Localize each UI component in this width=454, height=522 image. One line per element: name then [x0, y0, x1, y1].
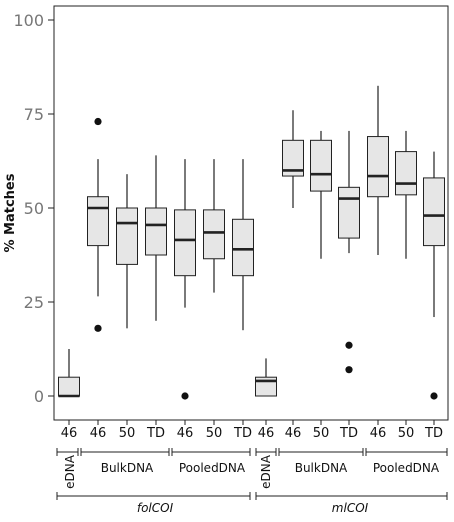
x-tick-label: TD: [233, 426, 252, 441]
x-axis: 46 46 50 TD 46 50 TD 46 46 50 TD 46 50 TD eDNA BulkDNA P…: [54, 419, 448, 515]
group-label: PooledDNA: [179, 461, 246, 475]
x-tick-label: 50: [119, 426, 136, 441]
outlier-point: [430, 392, 438, 400]
x-tick-label: TD: [424, 426, 443, 441]
box-8: [282, 110, 304, 208]
box-iqr: [116, 207, 138, 265]
y-tick-label: 0: [34, 387, 44, 406]
outlier-point: [181, 392, 189, 400]
y-tick-label: 25: [24, 293, 44, 312]
x-tick-label: 46: [177, 426, 194, 441]
box-7: [255, 358, 277, 397]
outlier-point: [94, 117, 102, 126]
box-1: [87, 117, 109, 332]
box-iqr: [87, 196, 109, 247]
y-axis: 0 25 50 75 100: [13, 11, 54, 406]
y-tick-label: 50: [24, 199, 44, 218]
boxes-layer: [58, 85, 445, 400]
top-group-label: folCOI: [137, 501, 174, 515]
box-iqr: [423, 177, 445, 247]
box-iqr: [145, 207, 167, 256]
box-iqr: [58, 376, 80, 397]
box-12: [395, 130, 417, 259]
box-9: [310, 130, 332, 259]
y-axis-label: % Matches: [3, 173, 18, 252]
box-6: [232, 159, 254, 331]
x-tick-label: TD: [339, 426, 358, 441]
group-label: BulkDNA: [295, 461, 348, 475]
y-tick-label: 75: [24, 105, 44, 124]
box-2: [116, 174, 138, 329]
outlier-point: [345, 366, 353, 374]
box-iqr: [367, 136, 389, 198]
x-tick-label: 46: [61, 426, 78, 441]
box-iqr: [203, 209, 225, 260]
box-10: [338, 130, 360, 374]
box-iqr: [395, 151, 417, 196]
x-tick-label: 50: [398, 426, 415, 441]
x-tick-label: 50: [313, 426, 330, 441]
box-iqr: [174, 209, 196, 277]
group-label: PooledDNA: [373, 461, 440, 475]
box-5: [203, 159, 225, 293]
x-tick-label: 46: [285, 426, 302, 441]
group-label: eDNA: [63, 454, 77, 489]
box-11: [367, 85, 389, 255]
x-tick-label: 46: [90, 426, 107, 441]
outlier-point: [94, 324, 102, 332]
x-tick-label: 50: [206, 426, 223, 441]
outlier-point: [345, 341, 353, 349]
box-13: [423, 151, 445, 400]
box-iqr: [232, 218, 254, 277]
y-tick-label: 100: [13, 11, 44, 30]
box-3: [145, 155, 167, 321]
x-tick-label: 46: [258, 426, 275, 441]
box-iqr: [282, 139, 304, 177]
group-label: BulkDNA: [101, 461, 154, 475]
box-iqr: [310, 139, 332, 192]
box-4: [174, 159, 196, 400]
x-tick-label: 46: [370, 426, 387, 441]
box-iqr: [338, 186, 360, 239]
x-tick-label: TD: [146, 426, 165, 441]
top-group-label: mlCOI: [332, 501, 369, 515]
group-label: eDNA: [259, 454, 273, 489]
box-0: [58, 349, 80, 398]
plot-frame: [53, 5, 449, 421]
